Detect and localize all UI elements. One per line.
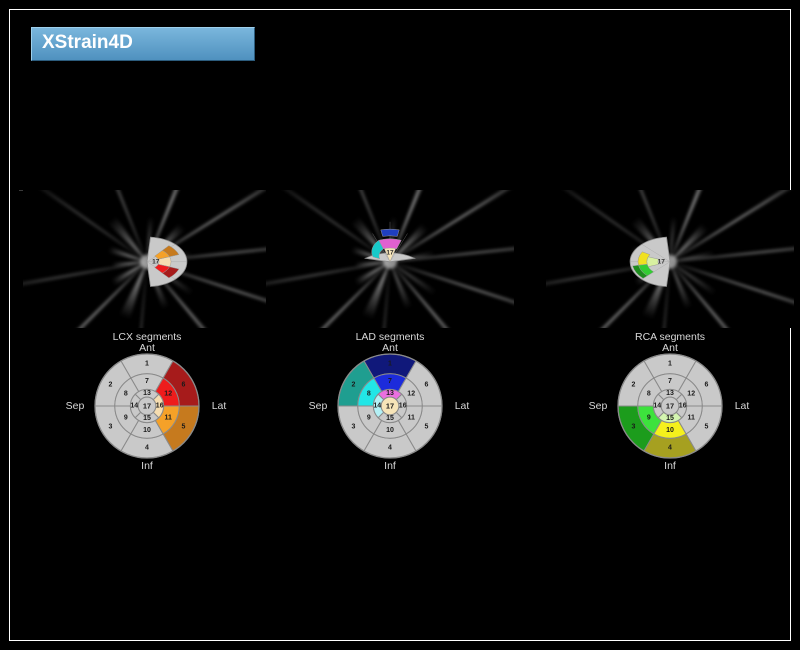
svg-text:5: 5 <box>425 424 429 431</box>
svg-text:7: 7 <box>388 378 392 385</box>
svg-text:1: 1 <box>388 360 392 367</box>
svg-text:15: 15 <box>143 415 151 422</box>
svg-text:13: 13 <box>143 390 151 397</box>
svg-text:Ant: Ant <box>662 343 678 354</box>
svg-text:17: 17 <box>152 258 160 265</box>
svg-text:15: 15 <box>666 415 674 422</box>
svg-text:9: 9 <box>367 415 371 422</box>
svg-text:Lat: Lat <box>212 400 227 412</box>
svg-text:5: 5 <box>705 424 709 431</box>
svg-text:16: 16 <box>679 403 687 410</box>
svg-text:9: 9 <box>647 415 651 422</box>
svg-text:17: 17 <box>666 402 674 411</box>
svg-text:17: 17 <box>143 402 151 411</box>
svg-text:11: 11 <box>687 415 695 422</box>
svg-text:4: 4 <box>388 445 392 452</box>
svg-text:16: 16 <box>156 403 164 410</box>
svg-text:10: 10 <box>386 427 394 434</box>
svg-text:4: 4 <box>668 445 672 452</box>
svg-text:14: 14 <box>373 403 381 410</box>
svg-text:Inf: Inf <box>664 460 676 472</box>
svg-text:Inf: Inf <box>141 460 153 472</box>
svg-text:13: 13 <box>386 390 394 397</box>
svg-text:12: 12 <box>407 390 415 397</box>
svg-text:3: 3 <box>352 424 356 431</box>
svg-text:8: 8 <box>647 390 651 397</box>
svg-text:15: 15 <box>386 415 394 422</box>
svg-text:12: 12 <box>164 390 172 397</box>
svg-text:Ant: Ant <box>139 343 155 354</box>
svg-text:1: 1 <box>145 360 149 367</box>
svg-text:7: 7 <box>668 378 672 385</box>
svg-text:11: 11 <box>164 415 172 422</box>
svg-text:3: 3 <box>632 424 636 431</box>
svg-text:7: 7 <box>145 378 149 385</box>
svg-text:6: 6 <box>425 381 429 388</box>
svg-text:13: 13 <box>666 390 674 397</box>
svg-text:17: 17 <box>386 250 394 257</box>
svg-text:6: 6 <box>705 381 709 388</box>
svg-text:17: 17 <box>658 258 666 265</box>
svg-text:10: 10 <box>666 427 674 434</box>
svg-text:4: 4 <box>145 445 149 452</box>
svg-text:Inf: Inf <box>384 460 396 472</box>
svg-text:Lat: Lat <box>735 400 750 412</box>
svg-text:5: 5 <box>182 424 186 431</box>
svg-text:9: 9 <box>124 415 128 422</box>
svg-text:17: 17 <box>386 402 394 411</box>
svg-text:12: 12 <box>687 390 695 397</box>
svg-text:8: 8 <box>367 390 371 397</box>
svg-text:1: 1 <box>668 360 672 367</box>
svg-text:Sep: Sep <box>589 400 608 412</box>
svg-text:14: 14 <box>653 403 661 410</box>
svg-text:6: 6 <box>182 381 186 388</box>
svg-text:11: 11 <box>407 415 415 422</box>
svg-text:2: 2 <box>352 381 356 388</box>
svg-text:Sep: Sep <box>66 400 85 412</box>
svg-text:2: 2 <box>109 381 113 388</box>
svg-text:2: 2 <box>632 381 636 388</box>
svg-text:3: 3 <box>109 424 113 431</box>
svg-text:16: 16 <box>399 403 407 410</box>
svg-text:Ant: Ant <box>382 343 398 354</box>
svg-text:10: 10 <box>143 427 151 434</box>
svg-text:Lat: Lat <box>455 400 470 412</box>
svg-text:Sep: Sep <box>309 400 328 412</box>
svg-text:14: 14 <box>130 403 138 410</box>
svg-text:8: 8 <box>124 390 128 397</box>
